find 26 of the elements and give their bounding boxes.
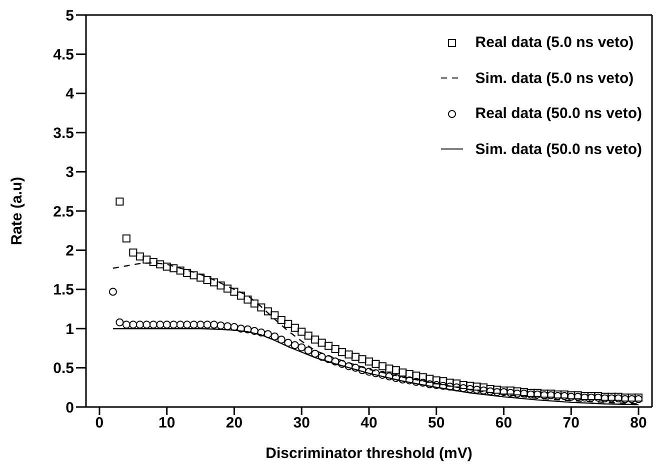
legend-label: Sim. data (5.0 ns veto) — [475, 70, 634, 87]
y-tick-label: 0.5 — [53, 360, 74, 378]
x-tick-label: 0 — [95, 414, 104, 432]
x-tick-label: 10 — [158, 414, 176, 432]
y-tick-label: 1.5 — [53, 282, 74, 299]
y-tick-label: 4 — [66, 86, 75, 103]
legend-label: Sim. data (50.0 ns veto) — [475, 140, 642, 158]
x-tick-label: 50 — [428, 414, 445, 432]
x-tick-label: 40 — [360, 414, 378, 432]
y-axis-title: Rate (a.u) — [8, 176, 26, 246]
x-tick-label: 60 — [495, 414, 512, 432]
legend-label: Real data (50.0 ns veto) — [475, 105, 642, 122]
y-tick-label: 0 — [66, 399, 74, 416]
y-tick-label: 2.5 — [53, 203, 74, 220]
x-tick-label: 20 — [226, 414, 243, 432]
y-tick-label: 2 — [66, 242, 74, 260]
x-tick-label: 80 — [630, 414, 647, 432]
y-tick-label: 3 — [66, 164, 74, 182]
y-tick-label: 5 — [66, 7, 74, 24]
y-tick-label: 3.5 — [53, 124, 74, 142]
x-axis-title: Discriminator threshold (mV) — [266, 445, 472, 462]
y-tick-label: 1 — [66, 320, 74, 338]
x-tick-label: 70 — [562, 414, 580, 432]
x-tick-label: 30 — [293, 414, 310, 432]
legend-label: Real data (5.0 ns veto) — [475, 34, 634, 52]
y-tick-label: 4.5 — [53, 46, 74, 64]
